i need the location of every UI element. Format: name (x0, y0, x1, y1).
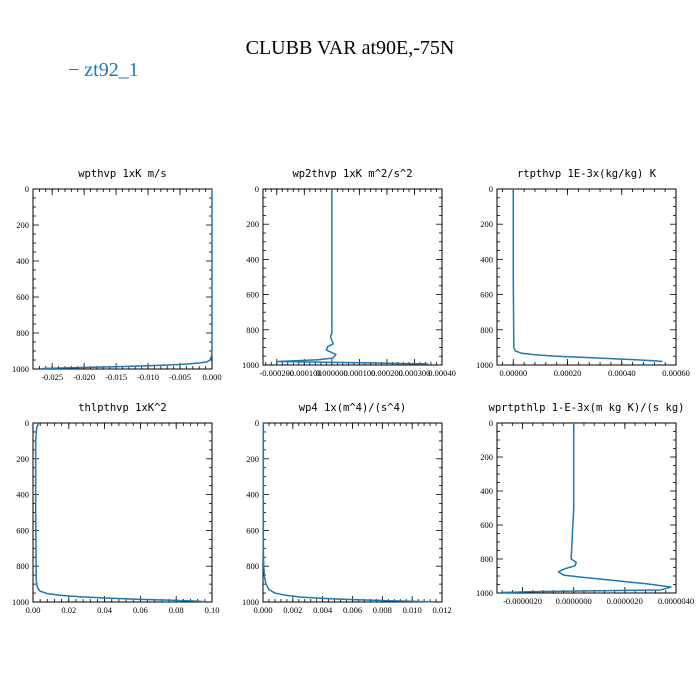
y-tick-label: 200 (480, 219, 493, 229)
y-tick-label: 200 (16, 220, 29, 230)
y-tick-label: 400 (16, 490, 29, 500)
x-tick-label: 0.02 (61, 605, 76, 615)
panel-1: wpthvp 1xK m/s -0.025 -0.020 -0.015 -0.010 -0… (12, 168, 222, 382)
panel-6: wprtpthlp 1-E-3x(m kg K)/(s kg) -0.000002… (476, 402, 694, 606)
y-tick-label: 0 (255, 418, 259, 428)
y-tick-label: 800 (480, 554, 493, 564)
y-tick-label: 600 (246, 525, 259, 535)
plot-frame (32, 188, 213, 370)
figure-legend: − zt92_1 (68, 59, 139, 81)
y-tick-label: 600 (480, 520, 493, 530)
plot-frame (496, 188, 677, 366)
y-tick-label: 400 (480, 254, 493, 264)
y-tick-label: 400 (480, 486, 493, 496)
panel-title: thlpthvp 1xK^2 (78, 402, 167, 414)
x-tick-label: 0.10 (205, 605, 220, 615)
x-tick-label: 0.00020 (554, 368, 582, 378)
y-tick-label: 800 (16, 328, 29, 338)
series-line-zt92-1 (512, 189, 663, 363)
x-tick-label: -0.010 (137, 372, 159, 382)
panel-title: rtpthvp 1E-3x(kg/kg) K (517, 168, 657, 180)
panel-5: wp4 1x(m^4)/(s^4) 0.000 0.002 0.004 0.006 0.0… (242, 402, 452, 615)
x-tick-label: 0.04 (97, 605, 113, 615)
plot-frame (262, 422, 443, 603)
panel-4: thlpthvp 1xK^2 0.00 0.02 0.04 0.06 0.08 0.10 0 2… (12, 402, 219, 615)
x-tick-label: 0.008 (373, 605, 392, 615)
panel-title: wp2thvp 1xK m^2/s^2 (292, 168, 412, 180)
y-tick-label: 200 (16, 454, 29, 464)
x-tick-label: -0.015 (105, 372, 127, 382)
y-tick-label: 600 (16, 292, 29, 302)
x-tick-label: 0.000200 (371, 368, 403, 378)
x-tick-label: -0.0000020 (503, 596, 542, 606)
y-tick-label: 800 (246, 325, 259, 335)
y-tick-label: 200 (480, 452, 493, 462)
y-tick-label: 1000 (242, 597, 259, 607)
x-tick-label: 0.000 (253, 605, 272, 615)
y-tick-label: 0 (25, 184, 29, 194)
x-tick-label: 0.08 (169, 605, 184, 615)
y-tick-label: 1000 (12, 597, 29, 607)
x-tick-label: 0.004 (313, 605, 333, 615)
x-tick-label: 0.00000 (499, 368, 527, 378)
series-line-zt92-1 (262, 423, 435, 603)
panels-grid: wpthvp 1xK m/s -0.025 -0.020 -0.015 -0.010 -0… (12, 168, 694, 615)
plot-frame (32, 422, 213, 603)
x-tick-label: 0.012 (432, 605, 451, 615)
y-tick-label: 0 (255, 184, 259, 194)
y-tick-label: 600 (480, 290, 493, 300)
y-tick-label: 800 (480, 325, 493, 335)
x-tick-label: 0.0000020 (607, 596, 643, 606)
x-tick-label: 0.0000040 (658, 596, 694, 606)
legend-entry-zt92-1: − zt92_1 (68, 59, 139, 81)
series-line-zt92-1 (34, 422, 205, 603)
y-tick-label: 200 (246, 454, 259, 464)
y-tick-label: 1000 (476, 360, 493, 370)
x-tick-label: 0.010 (403, 605, 422, 615)
y-tick-label: 0 (489, 418, 493, 428)
x-tick-label: 0.002 (283, 605, 302, 615)
x-tick-label: 0.00 (26, 605, 41, 615)
panel-title: wpthvp 1xK m/s (78, 168, 167, 180)
y-tick-label: 0 (489, 184, 493, 194)
y-tick-label: 600 (246, 290, 259, 300)
y-tick-label: 1000 (242, 360, 259, 370)
x-tick-label: 0.00040 (428, 368, 456, 378)
x-tick-label: 0.00060 (662, 368, 690, 378)
panel-title: wprtpthlp 1-E-3x(m kg K)/(s kg) (489, 402, 685, 414)
y-tick-label: 800 (16, 561, 29, 571)
x-tick-label: -0.000100 (287, 368, 322, 378)
x-tick-label: -0.025 (41, 372, 63, 382)
series-line-zt92-1 (276, 189, 429, 365)
series-line-zt92-1 (42, 189, 213, 370)
x-tick-label: 0.000100 (343, 368, 375, 378)
x-tick-label: 0.000 (202, 372, 221, 382)
x-tick-label: -0.005 (169, 372, 191, 382)
x-tick-label: -0.000200 (259, 368, 294, 378)
y-tick-label: 400 (16, 256, 29, 266)
y-tick-label: 1000 (476, 588, 493, 598)
x-tick-label: 0.06 (133, 605, 148, 615)
plot-frame (496, 422, 677, 594)
x-tick-label: -0.020 (73, 372, 95, 382)
plot-frame (262, 188, 443, 366)
y-tick-label: 1000 (12, 364, 29, 374)
x-tick-label: 0.00040 (608, 368, 636, 378)
y-tick-label: 200 (246, 219, 259, 229)
x-tick-label: 0.0000000 (556, 596, 592, 606)
y-tick-label: 800 (246, 561, 259, 571)
x-tick-label: 0.000000 (316, 368, 348, 378)
panel-title: wp4 1x(m^4)/(s^4) (299, 402, 406, 414)
panel-2: wp2thvp 1xK m^2/s^2-0.000200-0.0001000.0… (242, 168, 456, 378)
x-tick-label: 0.000300 (399, 368, 431, 378)
series-line-zt92-1 (502, 423, 672, 594)
figure-title: CLUBB VAR at90E,-75N (246, 37, 455, 59)
panel-3: rtpthvp 1E-3x(kg/kg) K 0.00000 0.00020 0.00… (476, 168, 690, 378)
y-tick-label: 400 (246, 490, 259, 500)
y-tick-label: 600 (16, 525, 29, 535)
y-tick-label: 400 (246, 254, 259, 264)
y-tick-label: 0 (25, 418, 29, 428)
x-tick-label: 0.006 (343, 605, 362, 615)
